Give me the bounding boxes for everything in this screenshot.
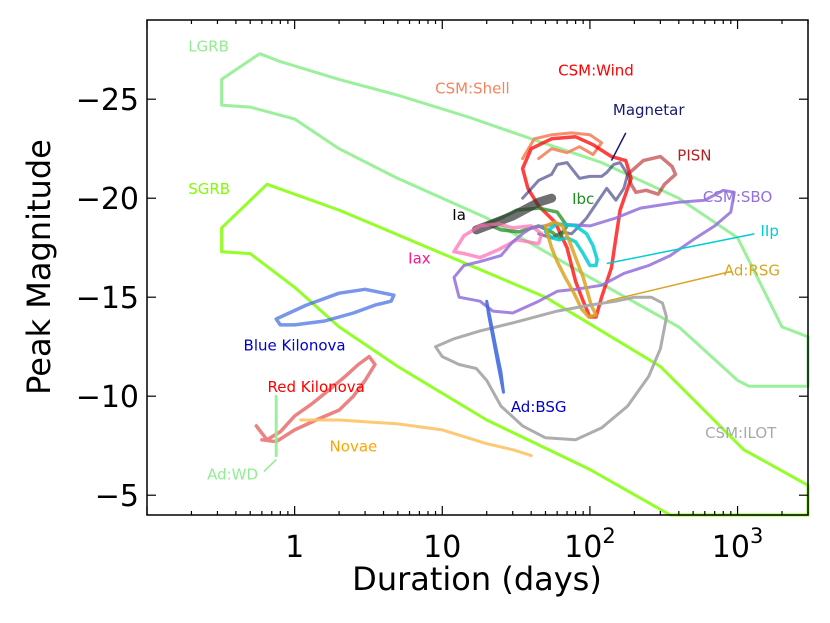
y-tick-label: −15 [76,281,139,316]
pointer-line [606,270,731,302]
curve-csm-shell [521,131,604,161]
curve-csm-ilot [434,295,668,442]
curve-csm-wind [520,135,633,319]
label-ad-bsg: Ad:BSG [511,398,567,416]
curve-iax [452,222,544,260]
curve-ad-bsg [485,299,505,394]
label-pointers [263,132,755,472]
y-tick-label: −20 [76,182,139,217]
label-sgrb: SGRB [188,180,230,198]
curve-pisn [625,154,678,196]
region-labels: LGRB SGRB CSM:Shell CSM:Wind Magnetar PISN Ibc… [188,38,780,484]
x-tick-label: 103 [712,524,764,565]
plot-frame [146,19,809,516]
label-lgrb: LGRB [188,38,229,56]
label-csm-wind: CSM:Wind [558,61,634,79]
x-tick-base: 10 [564,530,602,565]
label-ia: Ia [452,206,466,224]
curve-csm-sbo [452,188,736,315]
pointer-line [263,459,277,472]
curve-novae [299,418,533,458]
label-ibc: Ibc [572,190,594,208]
y-tick-label: −10 [76,380,139,415]
pointer-line [610,132,627,161]
axis-ticks: 1 10 102 103−25−20−15−10−5 [76,20,809,565]
curve-iip [543,222,599,268]
label-ad-rsg: Ad:RSG [724,261,780,279]
y-tick-label: −5 [95,479,139,514]
curve-ad-rsg [543,220,598,319]
x-tick-label: 1 [285,530,304,565]
curve-blue-kilonova [274,287,396,327]
label-novae: Novae [330,438,378,456]
x-tick-base: 1 [285,530,304,565]
y-tick-label: −25 [76,83,139,118]
label-csm-shell: CSM:Shell [435,79,510,97]
x-tick-exponent: 3 [750,524,763,548]
label-red-kilonova: Red Kilonova [268,378,365,396]
label-ad-wd: Ad:WD [207,465,258,483]
label-iip: IIp [761,222,779,240]
x-tick-base: 10 [423,530,461,565]
x-axis-label: Duration (days) [352,560,602,598]
x-tick-exponent: 2 [602,524,615,548]
label-iax: Iax [408,250,431,268]
x-tick-label: 10 [423,530,461,565]
y-axis-label: Peak Magnitude [20,139,58,395]
label-blue-kilonova: Blue Kilonova [244,337,346,355]
pointer-line [606,233,755,265]
label-magnetar: Magnetar [613,101,685,119]
label-csm-sbo: CSM:SBO [703,188,772,206]
curve-red-kilonova [254,354,377,444]
label-pisn: PISN [677,147,711,165]
label-csm-ilot: CSM:ILOT [705,424,777,442]
x-tick-label: 102 [564,524,616,565]
curve-magnetar [521,161,630,240]
x-tick-base: 10 [712,530,750,565]
